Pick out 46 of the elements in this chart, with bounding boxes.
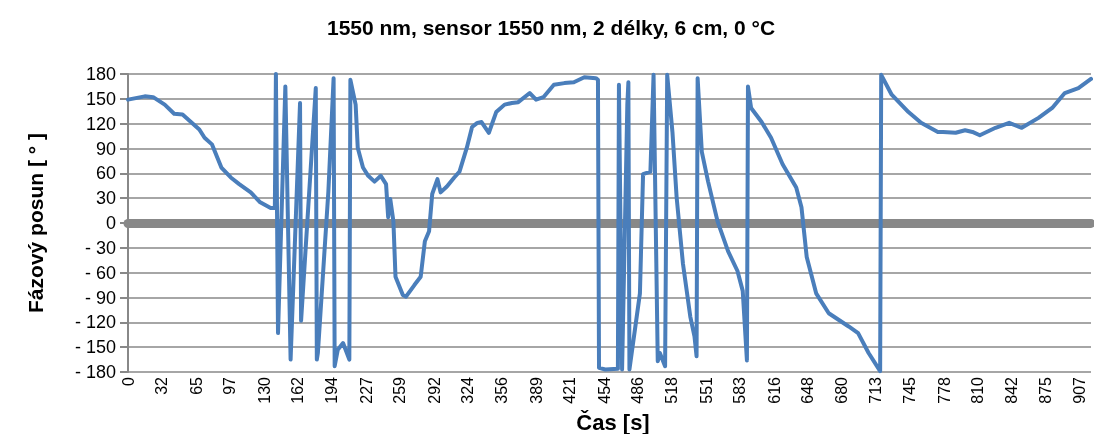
x-tick-label: 421 <box>561 376 579 404</box>
x-tick-label: 97 <box>221 376 239 395</box>
y-tick-label: 60 <box>95 163 116 184</box>
x-tick-label: 356 <box>492 376 510 404</box>
y-axis-title: Fázový posun [ ° ] <box>24 133 47 313</box>
x-tick-label: 778 <box>935 376 953 404</box>
x-tick-label: 616 <box>765 376 783 404</box>
x-tick-label: 194 <box>323 376 341 404</box>
line-series <box>126 72 1093 374</box>
y-tick-label: 90 <box>95 138 116 159</box>
x-tick-label: 0 <box>119 376 137 386</box>
x-tick-label: 648 <box>799 376 817 404</box>
chart-title: 1550 nm, sensor 1550 nm, 2 délky, 6 cm, 0 °C <box>326 16 776 39</box>
x-tick-label: 292 <box>425 376 443 404</box>
x-tick-label: 907 <box>1070 376 1088 404</box>
x-tick-label: 454 <box>595 376 613 404</box>
y-tick-label: 150 <box>85 88 116 109</box>
x-axis-title: Čas [s] <box>576 409 650 434</box>
x-tick-label: 745 <box>901 376 919 404</box>
y-tick-label: 0 <box>105 213 116 233</box>
x-tick-label: 713 <box>867 376 885 404</box>
y-tick-label: - 150 <box>74 337 116 358</box>
x-tick-label: 162 <box>289 376 307 404</box>
y-tick-label: - 180 <box>74 362 116 382</box>
x-tick-label: 583 <box>731 376 749 404</box>
y-tick-label: 180 <box>85 64 116 84</box>
x-tick-label: 518 <box>662 376 680 404</box>
y-tick-label: 120 <box>85 113 116 134</box>
x-tick-label: 227 <box>357 376 375 404</box>
x-tick-label: 130 <box>255 376 273 404</box>
x-tick-label: 680 <box>832 376 850 404</box>
y-tick-label: - 120 <box>74 312 116 333</box>
x-tick-label: 259 <box>391 376 409 404</box>
x-tick-label: 875 <box>1037 376 1055 404</box>
y-tick-label: - 90 <box>84 287 116 308</box>
x-tick-label: 324 <box>459 376 477 404</box>
x-tick-label: 842 <box>1002 376 1020 404</box>
x-tick-label: 551 <box>697 376 715 404</box>
y-tick-label: - 60 <box>84 262 116 283</box>
x-tick-label: 32 <box>153 376 171 395</box>
x-tick-label: 65 <box>187 376 205 395</box>
x-tick-label: 810 <box>969 376 987 404</box>
x-tick-label: 486 <box>629 376 647 404</box>
x-tick-label: 389 <box>527 376 545 404</box>
y-tick-label: 30 <box>95 188 116 209</box>
y-tick-label: - 30 <box>84 237 116 258</box>
